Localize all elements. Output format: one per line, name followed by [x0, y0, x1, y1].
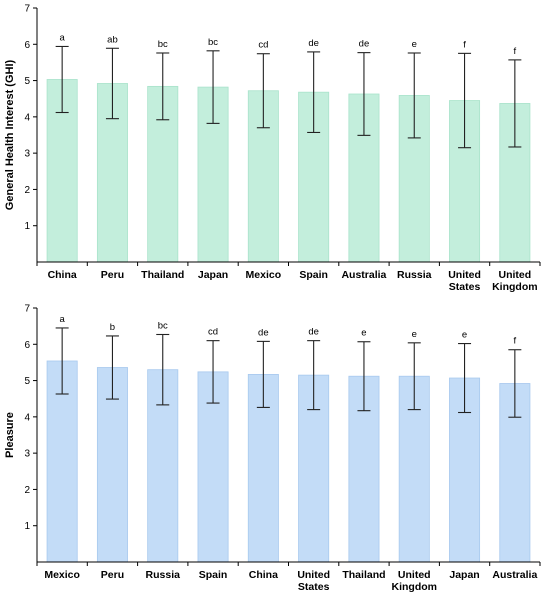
y-tick-label: 7: [24, 4, 30, 15]
significance-label: e: [412, 329, 417, 340]
chart-panel-pleasure: Pleasure a Mexico b Peru bc Russia cd Spain de Chi…: [4, 304, 541, 593]
significance-label: a: [60, 32, 66, 43]
x-tick-label: United: [398, 569, 431, 581]
significance-label: cd: [258, 40, 268, 51]
y-tick-label: 3: [24, 149, 30, 160]
significance-label: e: [412, 39, 417, 50]
x-tick-label: Thailand: [342, 569, 385, 581]
x-tick-label: Peru: [101, 269, 124, 281]
x-tick-label: Thailand: [141, 269, 184, 281]
y-tick-label: 6: [24, 340, 30, 351]
significance-label: bc: [208, 37, 218, 48]
significance-label: de: [258, 327, 269, 338]
chart-panel-ghi: General Health Interest (GHI) a China ab Per…: [4, 4, 541, 293]
significance-label: b: [110, 322, 115, 333]
y-tick-label: 1: [24, 521, 30, 532]
x-tick-label: Spain: [199, 569, 228, 581]
x-tick-label: Japan: [449, 569, 479, 581]
y-axis-title: General Health Interest (GHI): [4, 59, 16, 210]
y-axis-title: Pleasure: [4, 412, 16, 458]
significance-label: de: [308, 38, 319, 49]
significance-label: a: [60, 314, 66, 325]
x-tick-label: China: [249, 569, 278, 581]
x-tick-label: Peru: [101, 569, 124, 581]
significance-label: ab: [107, 34, 118, 45]
x-tick-label: Japan: [198, 269, 228, 281]
y-tick-label: 1: [24, 221, 30, 232]
y-tick-label: 5: [24, 376, 30, 387]
x-tick-label: China: [48, 269, 77, 281]
y-tick-label: 6: [24, 40, 30, 51]
x-tick-label: States: [298, 581, 330, 593]
y-tick-label: 5: [24, 76, 30, 87]
y-tick-label: 2: [24, 185, 30, 196]
y-tick-label: 7: [24, 304, 30, 315]
x-tick-label: Australia: [341, 269, 386, 281]
y-tick-label: 4: [24, 412, 30, 423]
significance-label: f: [514, 46, 517, 57]
x-tick-label: Australia: [492, 569, 537, 581]
x-tick-label: Spain: [299, 269, 328, 281]
significance-label: f: [514, 336, 517, 347]
x-tick-label: Kingdom: [392, 581, 438, 593]
x-tick-label: States: [449, 281, 481, 293]
x-tick-label: United: [297, 569, 330, 581]
x-tick-label: Mexico: [44, 569, 80, 581]
significance-label: f: [463, 39, 466, 50]
x-tick-label: Mexico: [246, 269, 282, 281]
x-tick-label: United: [499, 269, 532, 281]
x-tick-label: Russia: [146, 569, 181, 581]
x-tick-label: Russia: [397, 269, 432, 281]
x-tick-label: Kingdom: [492, 281, 538, 293]
significance-label: e: [361, 328, 366, 339]
significance-label: e: [462, 330, 467, 341]
significance-label: cd: [208, 327, 218, 338]
significance-label: de: [359, 39, 370, 50]
y-tick-label: 4: [24, 112, 30, 123]
y-tick-label: 3: [24, 449, 30, 460]
significance-label: bc: [158, 39, 168, 50]
significance-label: bc: [158, 320, 168, 331]
y-tick-label: 2: [24, 485, 30, 496]
significance-label: de: [308, 327, 319, 338]
x-tick-label: United: [448, 269, 481, 281]
